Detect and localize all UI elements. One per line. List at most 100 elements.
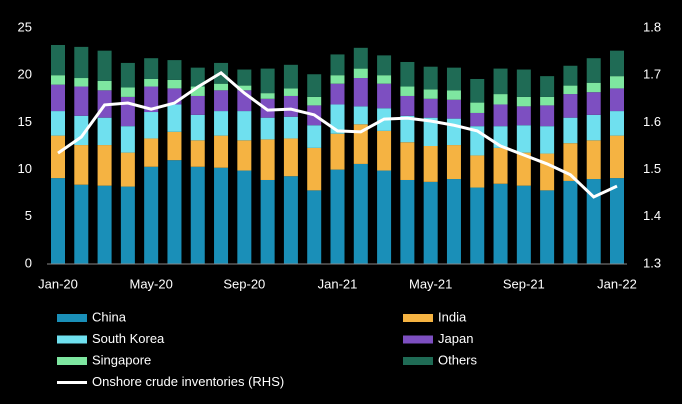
bar-segment (74, 145, 89, 185)
bar-segment (144, 112, 159, 139)
bar-segment (51, 178, 65, 264)
y2-tick-label: 1.4 (643, 208, 661, 223)
bar-segment (167, 131, 182, 161)
bar-segment (610, 50, 624, 77)
bar-segment (610, 135, 624, 179)
y2-tick-label: 1.7 (643, 67, 661, 82)
bar-segment (74, 86, 89, 116)
bar-segment (120, 186, 135, 264)
bar-segment (190, 86, 205, 96)
bar-segment (51, 135, 65, 179)
x-tick-label: Jan-21 (318, 276, 358, 291)
bar-segment (237, 111, 252, 141)
bar-segment (144, 166, 159, 264)
bar-segment (260, 139, 275, 180)
bar-segment (330, 75, 345, 84)
bar-segment (144, 86, 159, 113)
bar-segment (330, 133, 345, 170)
bar-segment (493, 147, 508, 184)
bar-segment (353, 47, 368, 69)
legend-swatch (57, 314, 87, 322)
bar-segment (446, 118, 461, 146)
bar-segment (586, 82, 601, 93)
bar-segment (610, 88, 624, 112)
bar-segment (423, 117, 438, 146)
bar-segment (353, 78, 368, 107)
bar-segment (446, 90, 461, 100)
bar-segment (167, 79, 182, 89)
bar-segment (610, 111, 624, 136)
legend-label: South Korea (92, 331, 165, 346)
bar-segment (423, 181, 438, 264)
bar-segment (586, 179, 601, 264)
y2-tick-label: 1.3 (643, 255, 661, 270)
x-tick-label: Sep-20 (223, 276, 265, 291)
bar-segment (516, 125, 531, 153)
bar-segment (446, 99, 461, 119)
bar-segment (214, 90, 229, 112)
bar-segment (214, 111, 229, 136)
bar-segment (51, 75, 65, 85)
bar-segment (307, 147, 322, 191)
bar-segment (563, 85, 578, 95)
bar-segment (260, 179, 275, 264)
bar-segment (237, 85, 252, 91)
bar-segment (563, 180, 578, 264)
bar-segment (563, 65, 578, 86)
bar-segment (144, 138, 159, 167)
bar-segment (214, 83, 229, 91)
bar-segment (563, 117, 578, 144)
bar-segment (470, 187, 485, 264)
x-tick-label: Sep-21 (503, 276, 545, 291)
bar-segment (330, 104, 345, 134)
bar-segment (167, 60, 182, 80)
bar-segment (74, 184, 89, 264)
bar-segment (400, 61, 415, 87)
legend-swatch (403, 357, 433, 365)
bar-segment (516, 96, 531, 107)
bar-segment (283, 116, 298, 139)
bar-segment (120, 87, 135, 97)
legend-swatch (403, 314, 433, 322)
bar-segment (283, 138, 298, 177)
bar-segment (353, 68, 368, 79)
y-tick-label: 0 (25, 255, 32, 270)
bar-segment (516, 152, 531, 186)
bar-segment (74, 78, 89, 87)
bar-segment (377, 130, 392, 171)
bar-segment (97, 117, 112, 146)
legend-label: Others (438, 352, 478, 367)
bar-segment (307, 125, 322, 148)
bar-segment (470, 78, 485, 103)
bar-segment (330, 54, 345, 76)
bar-segment (540, 96, 555, 106)
line (57, 70, 618, 199)
bar-segment (283, 95, 298, 117)
bar-segment (167, 160, 182, 264)
x-tick-label: May-21 (409, 276, 452, 291)
bar-segment (97, 50, 112, 81)
bar-segment (260, 93, 275, 99)
bar-segment (307, 96, 322, 106)
bar-segment (283, 176, 298, 264)
bar-segment (51, 111, 65, 136)
bar-segment (446, 179, 461, 264)
y2-tick-label: 1.8 (643, 19, 661, 34)
legend-swatch (57, 357, 87, 365)
bar-segment (237, 140, 252, 171)
bar-segment (586, 58, 601, 83)
bar-segment (214, 135, 229, 168)
y-tick-label: 25 (18, 19, 32, 34)
bar-segment (353, 124, 368, 164)
bar-segment (563, 94, 578, 118)
bar-segment (400, 179, 415, 264)
bar-segment (51, 84, 65, 112)
legend-label: India (438, 309, 467, 324)
bar-segment (237, 170, 252, 264)
bar-segment (144, 58, 159, 79)
bar-segment (563, 143, 578, 181)
bar-segment (167, 104, 182, 132)
y-tick-label: 20 (18, 67, 32, 82)
